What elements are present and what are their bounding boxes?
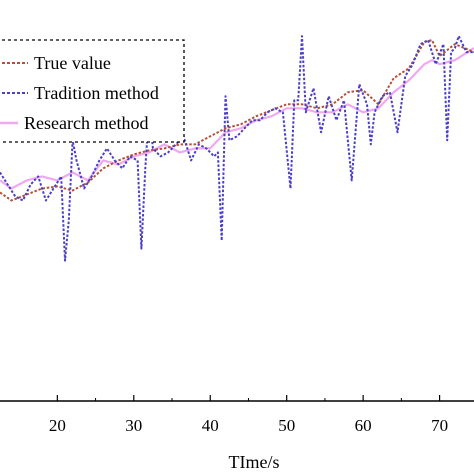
legend: True value Tradition method Research met… — [0, 39, 185, 143]
series-line-research-method — [0, 47, 474, 190]
x-tick-label-30: 30 — [125, 416, 142, 435]
series-line-true-value — [0, 39, 474, 202]
legend-box — [0, 39, 185, 143]
series-line-tradition-method — [0, 35, 474, 262]
x-tick-label-40: 40 — [202, 416, 219, 435]
x-ticks: 20 30 40 50 60 70 — [49, 395, 448, 435]
x-axis-title: TIme/s — [229, 452, 280, 472]
x-tick-label-60: 60 — [355, 416, 372, 435]
legend-label-true-value: True value — [34, 53, 111, 73]
x-tick-label-20: 20 — [49, 416, 66, 435]
legend-label-tradition-method: Tradition method — [34, 83, 159, 103]
legend-label-research-method: Research method — [24, 113, 148, 133]
x-tick-label-70: 70 — [431, 416, 448, 435]
plot-lines — [0, 35, 474, 262]
x-tick-label-50: 50 — [278, 416, 295, 435]
